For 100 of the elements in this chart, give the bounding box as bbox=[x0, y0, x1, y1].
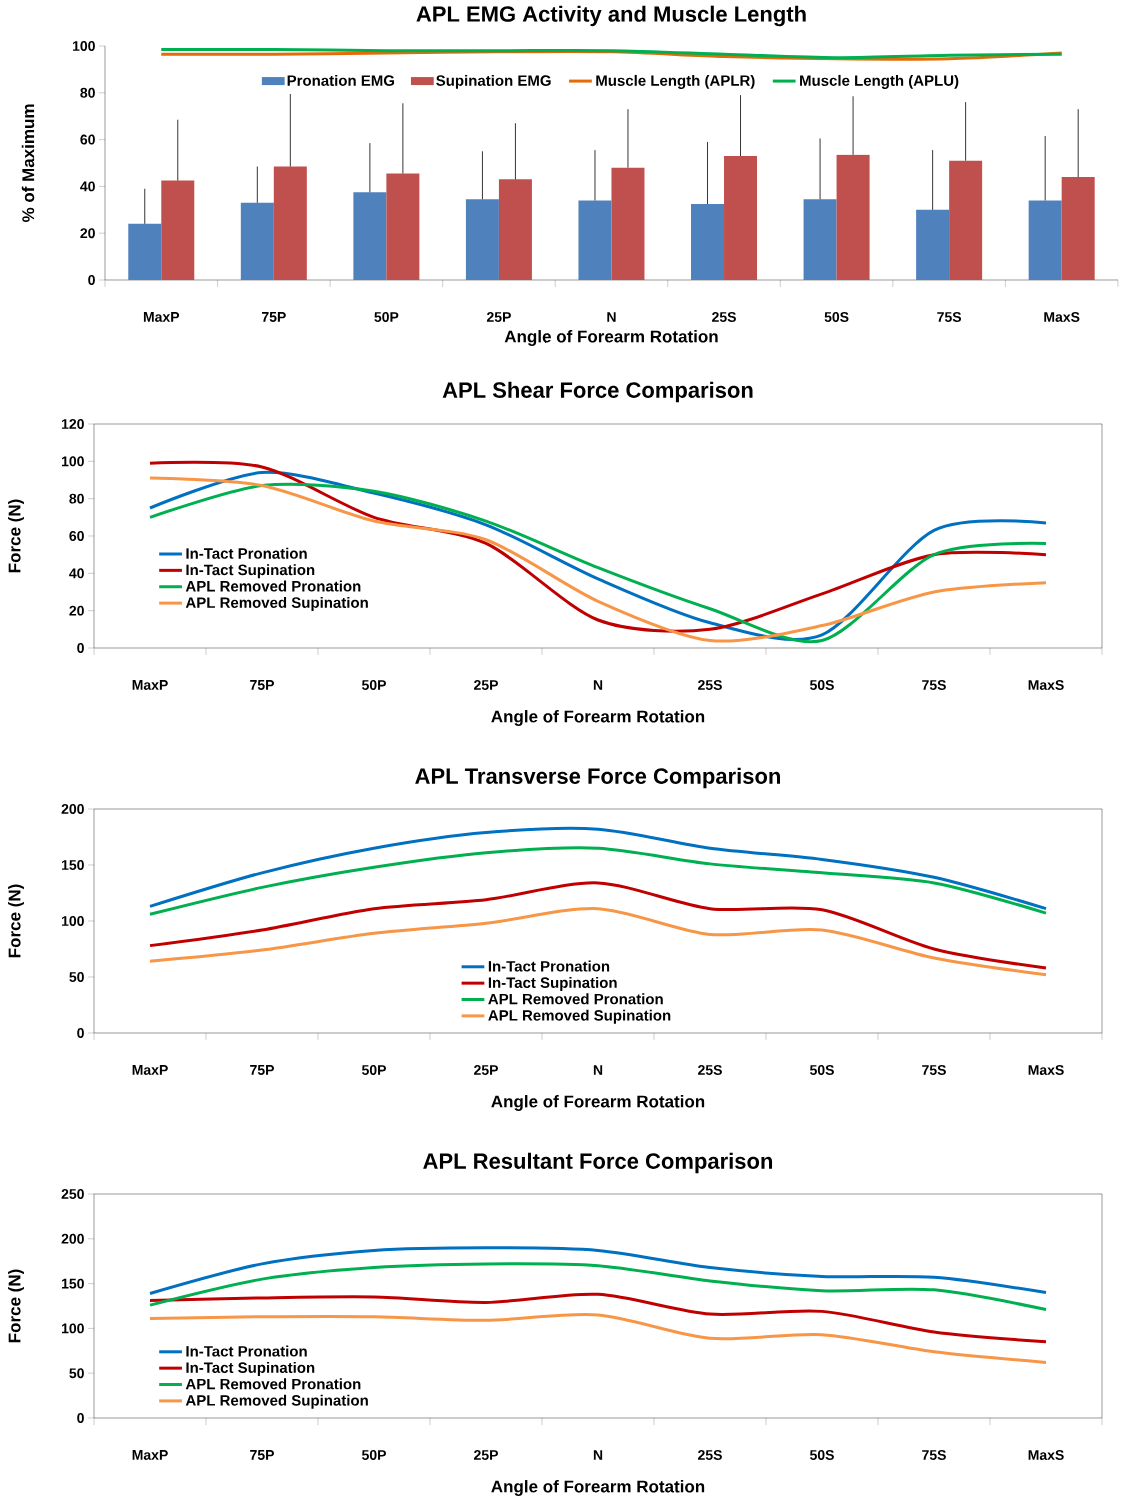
y-tick-label: 80 bbox=[80, 87, 95, 98]
y-axis-title: % of Maximum bbox=[21, 104, 35, 223]
x-tick-label: 50S bbox=[809, 1450, 834, 1460]
x-tick-label: N bbox=[593, 1065, 603, 1075]
x-axis-title: Angle of Forearm Rotation bbox=[491, 1480, 705, 1496]
y-tick-label: 120 bbox=[61, 419, 84, 429]
y-tick-label: 80 bbox=[69, 493, 84, 504]
x-tick-label: N bbox=[593, 1450, 603, 1460]
y-tick-label: 100 bbox=[61, 1323, 84, 1334]
line-series bbox=[148, 1313, 1048, 1364]
bar bbox=[128, 223, 162, 280]
x-tick-label: MaxP bbox=[143, 312, 180, 322]
bar bbox=[724, 155, 758, 280]
x-tick-label: 50P bbox=[361, 1065, 386, 1075]
legend-label: Supination EMG bbox=[436, 74, 551, 89]
x-tick-label: 25S bbox=[698, 1450, 722, 1460]
bar bbox=[161, 180, 195, 280]
x-tick-label: 50S bbox=[809, 1065, 834, 1075]
x-tick-label: 25S bbox=[698, 680, 722, 690]
y-tick-label: 150 bbox=[61, 1278, 84, 1289]
y-tick-label: 200 bbox=[61, 804, 84, 814]
x-tick-label: 75P bbox=[261, 312, 286, 322]
y-tick-label: 100 bbox=[61, 456, 84, 467]
x-axis-title: Angle of Forearm Rotation bbox=[504, 330, 718, 346]
x-tick-label: 75S bbox=[937, 312, 962, 322]
y-tick-label: 40 bbox=[69, 568, 84, 579]
x-tick-label: 75P bbox=[250, 1450, 274, 1460]
y-tick-label: 0 bbox=[77, 1028, 84, 1038]
y-tick-label: 50 bbox=[69, 972, 84, 982]
y-axis-title: Force (N) bbox=[8, 884, 24, 958]
y-tick-label: 40 bbox=[80, 181, 95, 192]
legend-label: APL Removed Supination bbox=[488, 1009, 671, 1024]
x-tick-label: 75S bbox=[922, 1065, 946, 1075]
x-axis-title: Angle of Forearm Rotation bbox=[491, 1095, 705, 1111]
chart-title: APL EMG Activity and Muscle Length bbox=[416, 5, 806, 27]
legend-label: Muscle Length (APLU) bbox=[800, 74, 959, 89]
x-tick-label: MaxP bbox=[132, 1065, 168, 1075]
bar bbox=[803, 199, 837, 280]
bar bbox=[240, 202, 274, 280]
bar bbox=[498, 179, 532, 280]
line-series bbox=[148, 1292, 1048, 1344]
x-tick-label: 50P bbox=[374, 312, 399, 322]
chart-title: APL Transverse Force Comparison bbox=[415, 767, 780, 789]
bar bbox=[353, 192, 387, 280]
bar bbox=[578, 200, 612, 280]
line-series bbox=[148, 1262, 1048, 1312]
x-tick-label: 25S bbox=[698, 1065, 722, 1075]
x-tick-label: N bbox=[593, 680, 603, 690]
legend-label: In-Tact Pronation bbox=[186, 547, 307, 559]
x-tick-label: N bbox=[607, 312, 616, 322]
y-tick-label: 50 bbox=[69, 1368, 84, 1379]
y-tick-label: 100 bbox=[72, 41, 95, 51]
legend-label: Muscle Length (APLR) bbox=[596, 74, 755, 89]
chart-title: APL Resultant Force Comparison bbox=[423, 1152, 773, 1174]
legend-label: In-Tact Supination bbox=[186, 1361, 315, 1376]
legend-label: APL Removed Pronation bbox=[488, 993, 663, 1005]
y-tick-label: 0 bbox=[88, 275, 95, 285]
y-tick-label: 200 bbox=[61, 1233, 84, 1244]
y-axis-title: Force (N) bbox=[8, 499, 24, 573]
legend-label: APL Removed Supination bbox=[185, 596, 368, 611]
bar bbox=[836, 154, 870, 280]
x-tick-label: MaxS bbox=[1028, 680, 1064, 690]
x-tick-label: MaxP bbox=[132, 680, 168, 690]
x-tick-label: 25P bbox=[486, 312, 511, 322]
x-tick-label: 75P bbox=[250, 1065, 274, 1075]
bar bbox=[691, 203, 725, 280]
chart-title: APL Shear Force Comparison bbox=[442, 381, 753, 403]
x-tick-label: 25P bbox=[474, 1065, 498, 1075]
x-tick-label: 50P bbox=[361, 680, 386, 690]
bar bbox=[611, 167, 645, 280]
bar bbox=[273, 166, 307, 280]
x-tick-label: MaxS bbox=[1044, 312, 1080, 322]
legend-label: In-Tact Supination bbox=[186, 564, 315, 579]
bar bbox=[465, 199, 499, 280]
legend-label: APL Removed Pronation bbox=[185, 1378, 361, 1390]
line-series bbox=[148, 907, 1048, 977]
y-tick-label: 0 bbox=[77, 1413, 84, 1423]
x-tick-label: 75P bbox=[250, 680, 274, 690]
x-tick-label: 25P bbox=[474, 1450, 498, 1460]
legend-label: In-Tact Pronation bbox=[186, 1345, 307, 1357]
y-tick-label: 60 bbox=[69, 531, 84, 541]
y-tick-label: 0 bbox=[77, 643, 84, 653]
y-tick-label: 20 bbox=[80, 228, 95, 239]
line-series bbox=[148, 846, 1048, 916]
line-series bbox=[148, 881, 1048, 970]
y-tick-label: 250 bbox=[61, 1189, 84, 1199]
line-series bbox=[148, 826, 1048, 911]
y-axis-title: Force (N) bbox=[8, 1269, 24, 1343]
x-axis-title: Angle of Forearm Rotation bbox=[491, 710, 705, 726]
legend-label: APL Removed Pronation bbox=[185, 580, 361, 592]
x-tick-label: 25P bbox=[474, 680, 498, 690]
legend-label: In-Tact Supination bbox=[488, 976, 617, 991]
x-tick-label: MaxS bbox=[1028, 1450, 1064, 1460]
x-tick-label: 50P bbox=[361, 1450, 386, 1460]
x-tick-label: MaxP bbox=[132, 1450, 168, 1460]
legend-label: Pronation EMG bbox=[287, 74, 395, 86]
bar bbox=[1028, 200, 1062, 280]
x-tick-label: MaxS bbox=[1028, 1065, 1064, 1075]
x-tick-label: 50S bbox=[809, 680, 834, 690]
legend-label: In-Tact Pronation bbox=[488, 960, 610, 972]
